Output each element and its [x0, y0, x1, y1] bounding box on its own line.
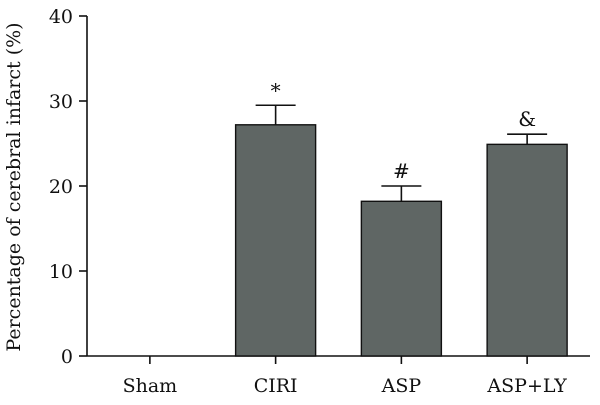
bar: [234, 124, 317, 357]
significance-label: #: [393, 159, 410, 183]
x-tick-label: Sham: [123, 375, 178, 397]
y-axis: 0 10 20 30 40: [49, 6, 88, 368]
bars: * # &: [234, 78, 568, 357]
y-tick-label: 40: [49, 6, 73, 28]
y-tick-label: 0: [61, 346, 73, 368]
significance-label: &: [518, 107, 536, 131]
x-tick-label: ASP: [381, 375, 422, 397]
y-tick-label: 30: [49, 91, 73, 113]
y-tick-label: 10: [49, 261, 73, 283]
bar: [360, 200, 443, 357]
x-axis: Sham CIRI ASP ASP+LY: [87, 355, 590, 397]
y-axis-title: Percentage of cerebral infarct (%): [3, 22, 25, 351]
bar: [486, 143, 568, 357]
x-tick-label: ASP+LY: [486, 375, 567, 397]
y-tick-label: 20: [49, 176, 73, 198]
x-tick-label: CIRI: [254, 375, 298, 397]
significance-label: *: [271, 78, 281, 102]
